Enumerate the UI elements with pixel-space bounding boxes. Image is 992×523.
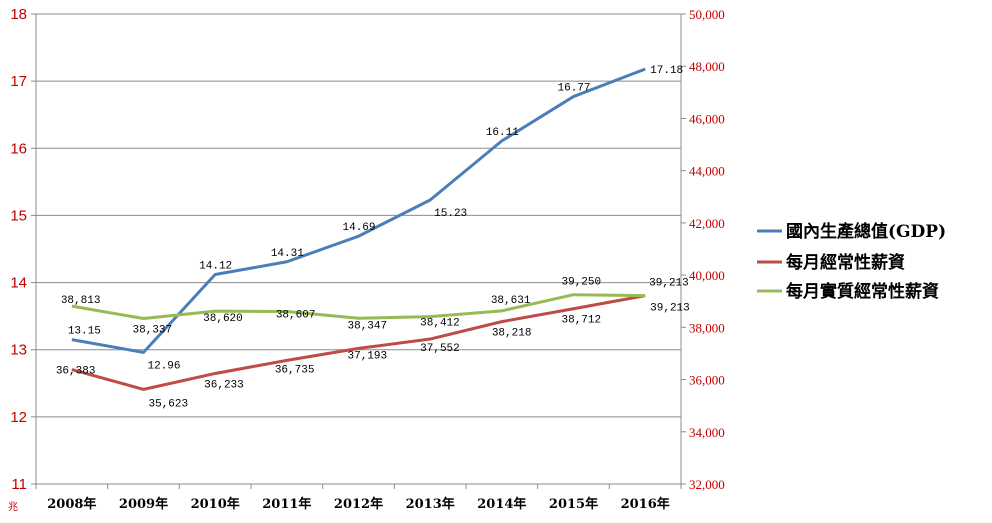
x-tick-label: 2015年 <box>549 496 598 512</box>
right-tick-label: 34,000 <box>689 425 725 440</box>
data-label: 39,213 <box>650 303 690 315</box>
right-tick-label: 46,000 <box>689 111 725 126</box>
series-line-0 <box>71 67 646 354</box>
data-label: 13.15 <box>68 326 101 338</box>
right-tick-label: 36,000 <box>689 373 725 388</box>
data-label: 38,813 <box>61 295 101 307</box>
series-line-1 <box>71 294 646 391</box>
data-label: 38,631 <box>491 295 531 307</box>
legend-label: 國內生產總值(GDP) <box>786 221 946 242</box>
axes <box>31 13 686 489</box>
legend-label: 每月經常性薪資 <box>786 252 905 273</box>
left-axis-unit: 兆 <box>8 501 18 513</box>
data-label: 38,712 <box>562 315 602 327</box>
x-tick-label: 2016年 <box>621 496 670 512</box>
left-tick-label: 17 <box>10 73 27 90</box>
data-label: 14.12 <box>199 261 232 273</box>
data-label: 37,552 <box>420 343 460 355</box>
data-label: 16.11 <box>486 127 519 139</box>
right-axis-ticks: 32,000 34,000 36,000 38,000 40,000 42,000 44,0… <box>689 7 725 492</box>
x-tick-label: 2011年 <box>262 496 311 512</box>
left-tick-label: 18 <box>10 6 27 23</box>
right-tick-label: 40,000 <box>689 268 725 283</box>
x-tick-label: 2010年 <box>191 496 240 512</box>
data-label: 38,412 <box>420 318 460 330</box>
left-tick-label: 16 <box>10 140 27 157</box>
series-line-2 <box>71 293 646 321</box>
data-label: 38,347 <box>348 320 388 332</box>
left-tick-label: 15 <box>10 207 27 224</box>
data-label: 38,620 <box>203 313 243 325</box>
left-tick-label: 11 <box>11 476 27 493</box>
x-tick-label: 2013年 <box>406 496 455 512</box>
data-label: 36,735 <box>275 364 315 376</box>
x-tick-label: 2012年 <box>334 496 383 512</box>
right-tick-label: 38,000 <box>689 320 725 335</box>
data-label: 39,250 <box>562 277 602 289</box>
data-label: 39,213 <box>649 278 689 290</box>
data-label: 37,193 <box>348 350 388 362</box>
left-axis-ticks: 11 12 13 14 15 16 17 18 <box>10 6 27 493</box>
data-label: 16.77 <box>558 83 591 95</box>
x-tick-label: 2008年 <box>47 496 96 512</box>
gridlines <box>36 13 681 418</box>
data-label: 36,383 <box>56 366 96 378</box>
data-label: 14.31 <box>271 248 304 260</box>
data-label: 38,607 <box>276 309 316 321</box>
data-label: 36,233 <box>204 379 244 391</box>
x-tick-label: 2009年 <box>119 496 168 512</box>
series-lines <box>71 67 646 391</box>
legend-label: 每月實質經常性薪資 <box>786 281 939 302</box>
data-label: 38,218 <box>492 328 532 340</box>
data-label: 15.23 <box>434 208 467 220</box>
right-tick-label: 44,000 <box>689 164 725 179</box>
left-tick-label: 13 <box>10 342 27 359</box>
x-tick-label: 2014年 <box>477 496 526 512</box>
left-tick-label: 14 <box>10 275 27 292</box>
data-label: 35,623 <box>149 398 189 410</box>
left-tick-label: 12 <box>10 409 27 426</box>
right-tick-label: 32,000 <box>689 477 725 492</box>
data-label: 14.69 <box>343 222 376 234</box>
data-label: 17.18 <box>650 65 683 77</box>
right-tick-label: 42,000 <box>689 216 725 231</box>
right-tick-label: 50,000 <box>689 7 725 22</box>
data-labels: 13.15 12.96 14.12 14.31 14.69 15.23 16.11 16.77… <box>56 65 690 410</box>
data-label: 12.96 <box>148 360 181 372</box>
x-axis-ticks: 2008年 2009年 2010年 2011年 2012年 2013年 2014年 2015年… <box>47 496 670 512</box>
right-tick-label: 48,000 <box>689 59 725 74</box>
data-label: 38,337 <box>133 325 173 337</box>
